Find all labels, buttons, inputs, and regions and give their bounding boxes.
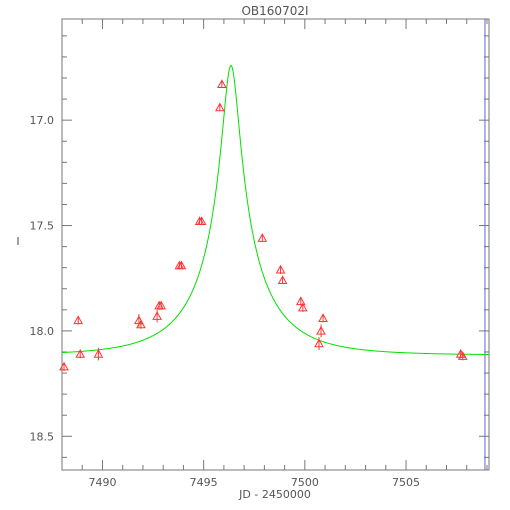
triangle-marker [176,260,187,270]
data-point [314,337,324,350]
data-point [136,319,146,329]
data-point [93,347,104,361]
triangle-marker [196,216,207,226]
triangle-marker [318,313,328,322]
y-tick-label: 17.0 [30,114,55,127]
data-point [156,300,167,310]
triangle-marker [214,102,225,112]
data-point [318,313,328,323]
data-point [75,349,86,359]
triangle-marker [59,361,69,371]
triangle-marker [136,319,146,329]
y-tick-label: 17.5 [30,220,55,233]
triangle-marker [316,325,326,335]
triangle-marker [257,233,268,242]
triangle-marker [277,275,288,285]
plot-area: 7490 7495 7500 7505 17.0 17.5 18.0 18.5 [30,18,490,489]
triangle-marker [156,300,167,310]
y-tick-label: 18.0 [30,325,55,338]
data-point [316,324,326,338]
triangle-marker [73,315,84,325]
triangle-marker [457,351,468,360]
data-point [73,315,84,325]
x-tick-label: 7505 [392,476,420,489]
data-point [275,264,286,275]
x-tick-label: 7495 [190,476,218,489]
data-point [214,102,225,112]
x-axis-label: JD - 2450000 [238,488,311,501]
data-point [295,296,306,306]
data-point [176,260,187,270]
triangle-marker [75,349,86,358]
triangle-marker [93,349,104,358]
chart-title: OB160702I [241,4,308,18]
data-point [457,351,468,361]
plot-frame [61,18,490,471]
data-point [217,79,227,89]
data-point [257,233,268,242]
triangle-marker [217,79,227,89]
data-point [196,216,207,226]
y-axis-label: I [16,235,19,248]
triangle-marker [275,264,286,274]
model-curve [61,64,489,355]
triangle-marker [295,296,306,306]
x-tick-label: 7500 [291,476,319,489]
triangle-marker [297,302,308,312]
data-point [152,309,162,323]
data-point [277,275,288,285]
y-tick-label: 18.5 [30,430,55,443]
triangle-marker [314,338,324,348]
data-point [59,361,69,371]
triangle-marker [152,311,162,320]
data-point [297,302,308,312]
x-tick-label: 7490 [88,476,116,489]
